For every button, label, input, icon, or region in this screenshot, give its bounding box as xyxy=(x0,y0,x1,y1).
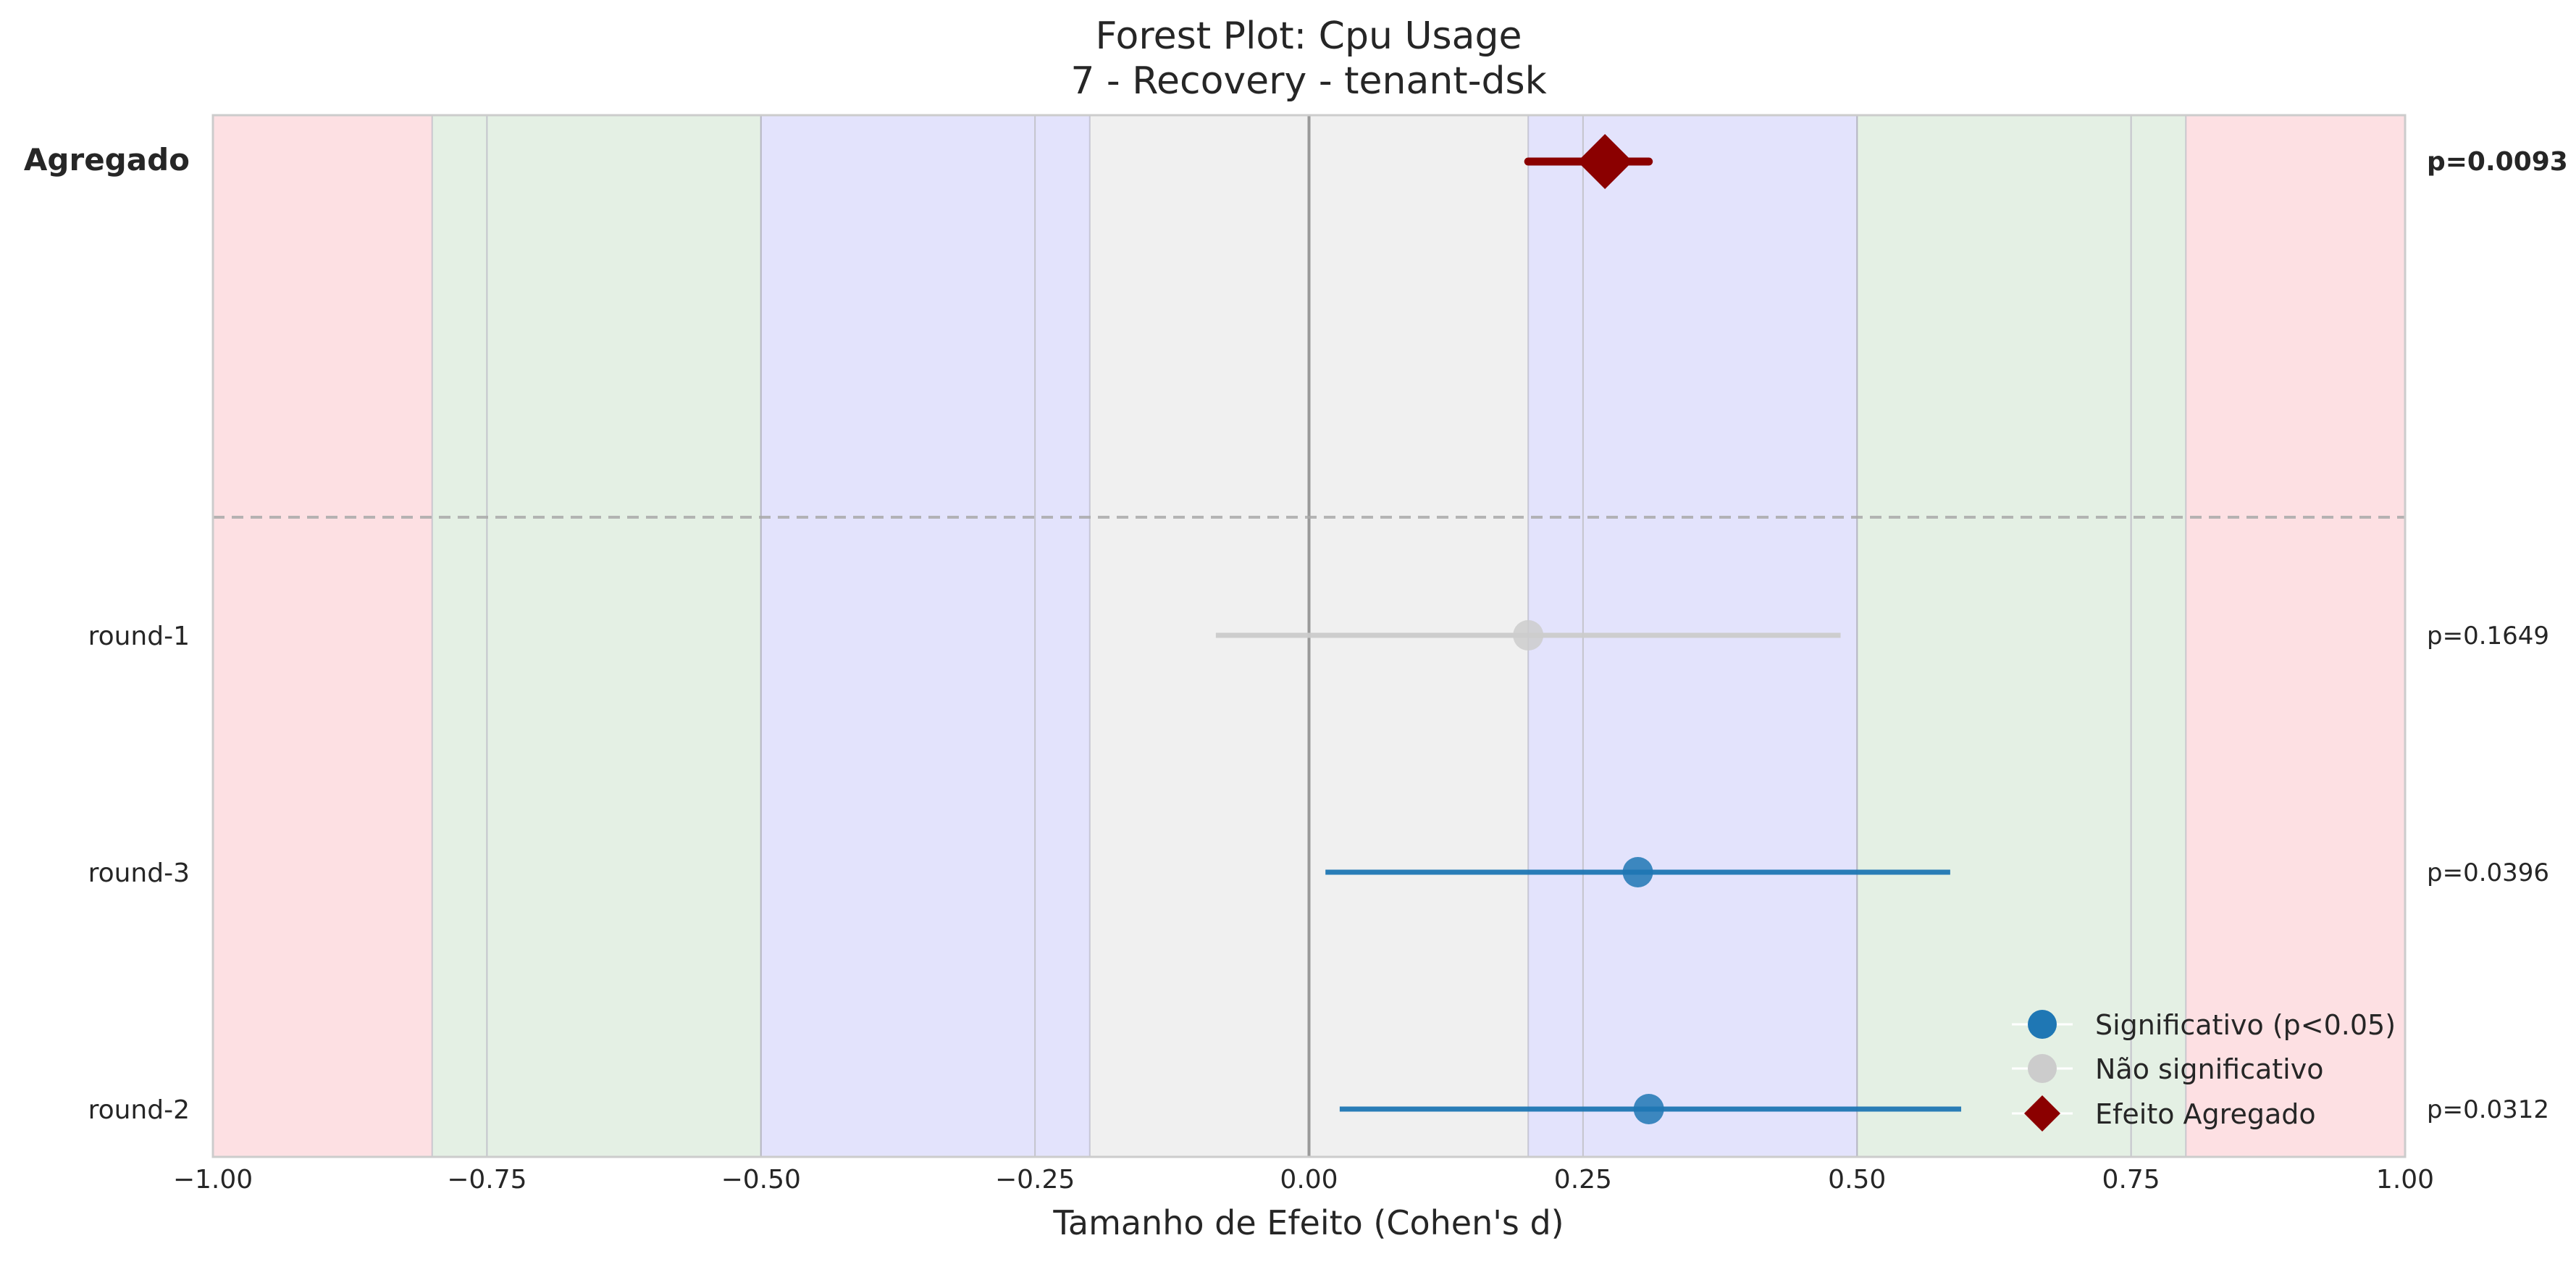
chart-subtitle: 7 - Recovery - tenant-dsk xyxy=(1070,59,1546,103)
row-label-round-2: round-2 xyxy=(88,1095,190,1125)
row-label-round-3: round-3 xyxy=(88,858,190,888)
legend-aggregate-diamond-icon xyxy=(2024,1095,2060,1132)
legend-label-aggregate: Efeito Agregado xyxy=(2095,1098,2316,1130)
x-axis-label: Tamanho de Efeito (Cohen's d) xyxy=(1052,1203,1564,1242)
row-label-round-1: round-1 xyxy=(88,622,190,651)
legend-label-not-significant: Não significativo xyxy=(2095,1053,2323,1085)
x-tick-label-7: 0.75 xyxy=(2102,1165,2160,1195)
legend-not-significant-marker xyxy=(2028,1054,2057,1083)
x-tick-label-2: −0.50 xyxy=(721,1165,801,1195)
point-round-3 xyxy=(1622,857,1653,887)
chart-title: Forest Plot: Cpu Usage xyxy=(1096,14,1522,58)
point-round-1 xyxy=(1513,620,1544,651)
aggregate-diamond xyxy=(1577,134,1633,189)
band-6 xyxy=(2186,115,2405,1157)
aggregate-label: Agregado xyxy=(24,142,190,177)
x-axis-ticks: −1.00 −0.75 −0.50 −0.25 0.00 0.25 0.50 0.75 1.00 xyxy=(173,1165,2434,1195)
band-2 xyxy=(760,115,1090,1157)
x-tick-label-6: 0.50 xyxy=(1828,1165,1886,1195)
x-tick-label-1: −0.75 xyxy=(447,1165,526,1195)
x-tick-label-3: −0.25 xyxy=(995,1165,1075,1195)
band-1 xyxy=(432,115,761,1157)
p-value-round-1: p=0.1649 xyxy=(2427,622,2549,651)
legend-label-significant: Significativo (p<0.05) xyxy=(2095,1009,2396,1041)
band-5 xyxy=(1857,115,2186,1157)
x-tick-label-8: 1.00 xyxy=(2376,1165,2434,1195)
plot-frame xyxy=(211,114,2407,1158)
x-tick-label-0: −1.00 xyxy=(173,1165,253,1195)
legend-significant-marker xyxy=(2028,1010,2057,1039)
point-round-2 xyxy=(1633,1094,1664,1124)
legend: Significativo (p<0.05) Não significativo… xyxy=(2012,1009,2396,1132)
x-tick-label-4: 0.00 xyxy=(1280,1165,1338,1195)
band-0 xyxy=(213,115,432,1157)
data-marks xyxy=(1215,134,1962,1124)
p-value-round-2: p=0.0312 xyxy=(2427,1095,2549,1124)
x-tick-label-5: 0.25 xyxy=(1554,1165,1612,1195)
p-value-round-3: p=0.0396 xyxy=(2427,858,2549,887)
aggregate-p-value: p=0.0093 xyxy=(2427,147,2568,177)
